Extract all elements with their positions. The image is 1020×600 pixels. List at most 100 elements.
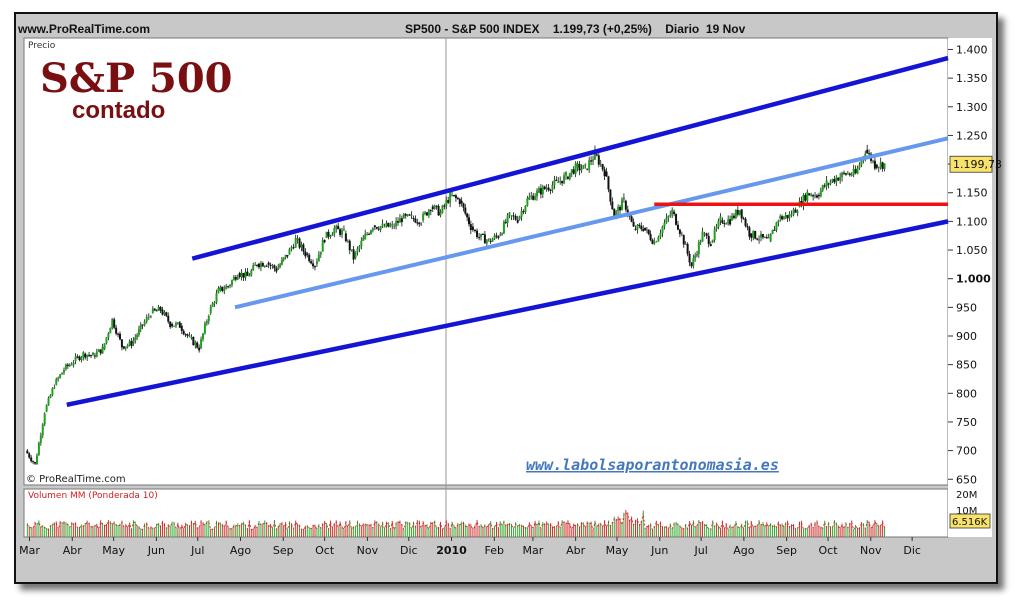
candle-body xyxy=(748,227,751,237)
candle xyxy=(476,228,479,239)
candle-body xyxy=(55,379,58,385)
candle xyxy=(597,152,600,168)
candle xyxy=(429,209,432,216)
x-tick-label: Dic xyxy=(400,544,418,557)
candle xyxy=(261,261,264,267)
candle xyxy=(236,274,239,281)
candle xyxy=(107,332,110,341)
candle xyxy=(139,322,142,333)
candle-body xyxy=(609,189,612,202)
candle xyxy=(292,243,295,250)
candle xyxy=(118,331,121,341)
last-value-badge xyxy=(949,155,993,173)
candle-body xyxy=(252,265,255,271)
candle-body xyxy=(369,230,372,234)
candle-body xyxy=(699,241,702,243)
candle-body xyxy=(441,205,444,213)
candle-body xyxy=(584,164,587,166)
candle-body xyxy=(153,308,156,311)
candle-body xyxy=(555,179,558,181)
candle xyxy=(356,246,359,256)
y-tick-label: 1.400 xyxy=(956,43,988,56)
candle-body xyxy=(182,330,185,335)
candle-body xyxy=(339,229,342,235)
candle xyxy=(190,334,193,340)
volume-bars-group xyxy=(26,509,886,537)
candle xyxy=(352,245,355,264)
candle xyxy=(750,233,753,242)
candle xyxy=(223,285,226,295)
candle-body xyxy=(520,211,523,217)
candle xyxy=(217,286,220,294)
candle-body xyxy=(352,249,355,260)
candle-body xyxy=(512,215,515,217)
candle xyxy=(592,155,595,166)
candle-body xyxy=(159,306,162,311)
candle-body xyxy=(190,337,193,339)
candle xyxy=(196,341,199,349)
candle-body xyxy=(348,240,351,251)
candle-body xyxy=(391,224,394,226)
candle-body xyxy=(279,264,282,268)
candle-body xyxy=(360,240,363,247)
candle-body xyxy=(603,169,606,177)
candle xyxy=(402,212,405,219)
candle xyxy=(385,220,388,228)
candle-body xyxy=(779,216,782,219)
candle-body xyxy=(532,195,535,200)
candle-body xyxy=(147,316,150,318)
candle-body xyxy=(329,235,332,237)
y-tick-label: 800 xyxy=(956,387,977,400)
candle-body xyxy=(645,229,648,231)
candle xyxy=(360,237,363,250)
candle-body xyxy=(93,355,96,357)
candle xyxy=(638,223,641,229)
candle xyxy=(636,223,639,234)
candle xyxy=(777,219,780,227)
candle-body xyxy=(497,236,500,239)
candle-body xyxy=(115,327,118,334)
candle xyxy=(715,223,718,232)
candle-body xyxy=(860,159,863,165)
candle xyxy=(502,219,505,235)
candle-body xyxy=(263,265,266,267)
candle-body xyxy=(34,462,37,464)
candle xyxy=(675,213,678,226)
candle xyxy=(280,256,283,266)
candle-body xyxy=(315,261,318,265)
candle-body xyxy=(736,209,739,215)
candle xyxy=(779,214,782,222)
candle xyxy=(771,229,774,235)
candle-body xyxy=(28,453,31,458)
candle-body xyxy=(848,173,851,175)
candle xyxy=(308,253,311,263)
candle-body xyxy=(368,233,371,235)
candle-body xyxy=(831,179,834,182)
candle-body xyxy=(676,224,679,230)
candle xyxy=(545,184,548,192)
overlay-subtitle: contado xyxy=(72,97,165,124)
candle xyxy=(207,314,210,325)
candle-body xyxy=(752,230,755,238)
candle-body xyxy=(671,209,674,215)
candle xyxy=(414,215,417,224)
candle xyxy=(335,224,338,233)
candle xyxy=(534,193,537,201)
candle-body xyxy=(180,325,183,331)
candle xyxy=(767,233,770,239)
price-panel-label: Precio xyxy=(28,41,56,51)
candle-body xyxy=(136,334,139,338)
candle xyxy=(557,177,560,184)
candle xyxy=(817,192,820,200)
candle xyxy=(34,461,37,465)
x-tick-label: Nov xyxy=(357,544,379,557)
candle-body xyxy=(510,215,513,217)
candle-body xyxy=(202,333,205,339)
candle-body xyxy=(875,164,878,168)
candle-body xyxy=(731,215,734,221)
candle xyxy=(524,205,527,215)
candle-body xyxy=(356,248,359,253)
candle-body xyxy=(284,254,287,258)
candle-body xyxy=(230,280,233,286)
